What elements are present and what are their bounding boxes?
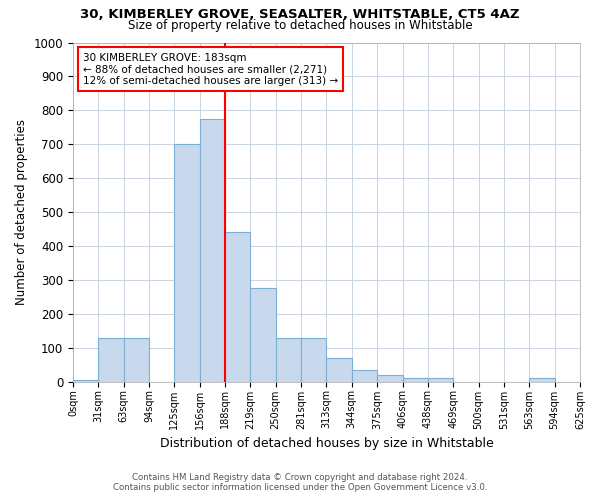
Bar xyxy=(73,380,98,382)
Text: Contains HM Land Registry data © Crown copyright and database right 2024.
Contai: Contains HM Land Registry data © Crown c… xyxy=(113,473,487,492)
Bar xyxy=(301,338,326,382)
X-axis label: Distribution of detached houses by size in Whitstable: Distribution of detached houses by size … xyxy=(160,437,493,450)
Text: 30, KIMBERLEY GROVE, SEASALTER, WHITSTABLE, CT5 4AZ: 30, KIMBERLEY GROVE, SEASALTER, WHITSTAB… xyxy=(80,8,520,20)
Bar xyxy=(326,358,352,382)
Bar xyxy=(276,338,301,382)
Bar xyxy=(250,288,276,382)
Bar xyxy=(98,338,124,382)
Text: Size of property relative to detached houses in Whitstable: Size of property relative to detached ho… xyxy=(128,18,472,32)
Text: 30 KIMBERLEY GROVE: 183sqm
← 88% of detached houses are smaller (2,271)
12% of s: 30 KIMBERLEY GROVE: 183sqm ← 88% of deta… xyxy=(83,52,338,86)
Bar xyxy=(377,375,403,382)
Bar xyxy=(428,378,453,382)
Bar xyxy=(124,338,149,382)
Bar xyxy=(403,378,428,382)
Bar xyxy=(175,144,200,382)
Bar xyxy=(529,378,554,382)
Bar xyxy=(200,119,225,382)
Bar xyxy=(352,370,377,382)
Bar xyxy=(225,232,250,382)
Y-axis label: Number of detached properties: Number of detached properties xyxy=(15,119,28,305)
